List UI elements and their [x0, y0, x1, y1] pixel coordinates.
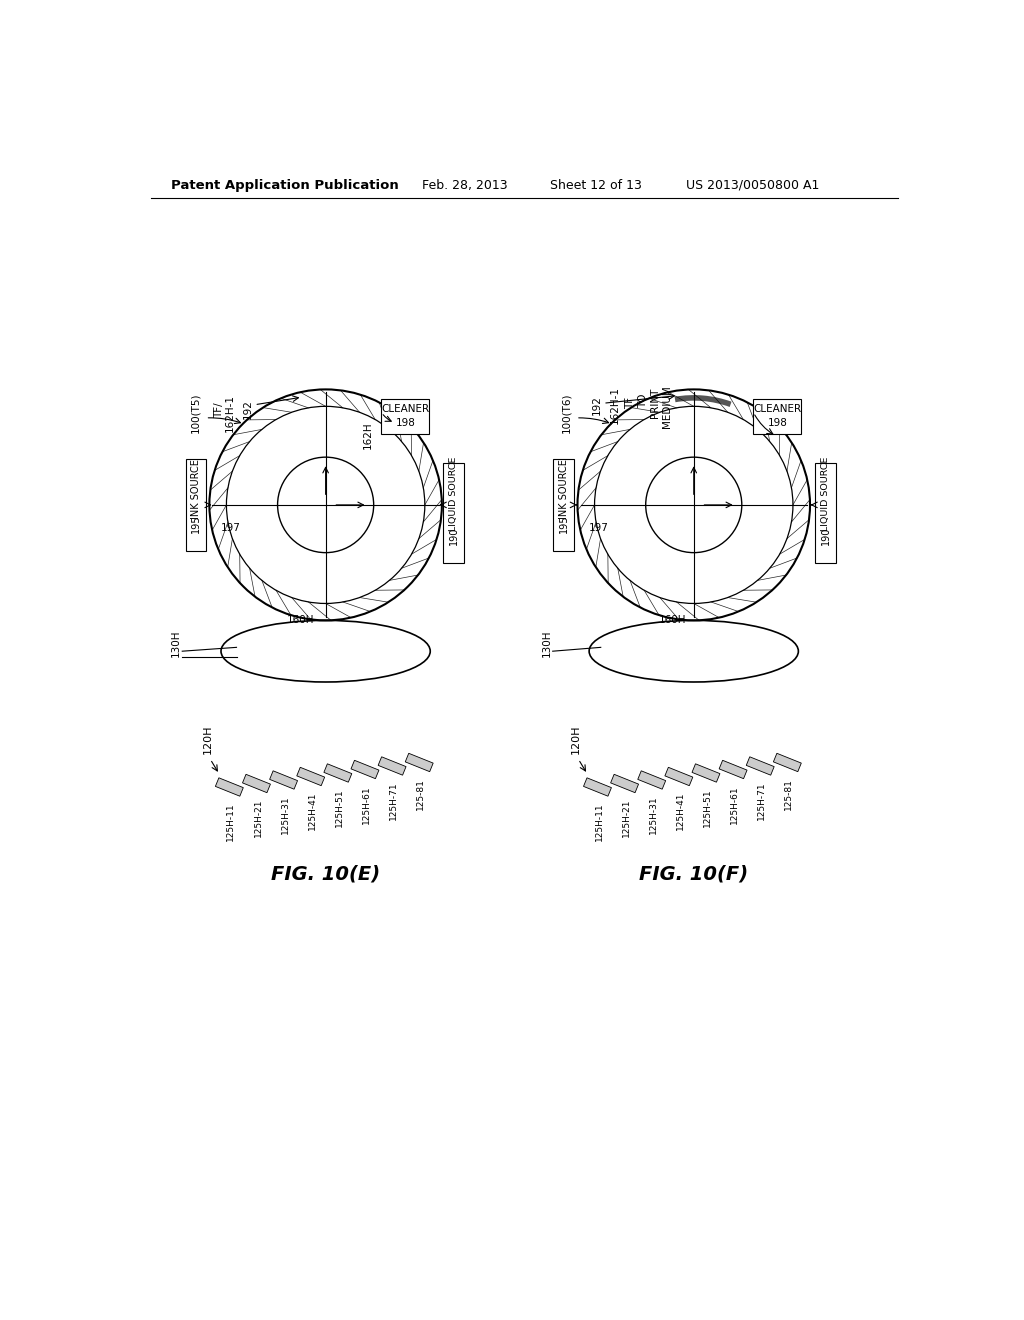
- Text: INK SOURCE: INK SOURCE: [558, 459, 568, 520]
- Text: 125H-61: 125H-61: [730, 785, 739, 824]
- Polygon shape: [773, 754, 802, 772]
- Polygon shape: [351, 760, 379, 779]
- Text: MEDIUM: MEDIUM: [662, 385, 672, 428]
- Text: PRINT: PRINT: [650, 388, 660, 418]
- Text: 100(T5): 100(T5): [190, 392, 201, 433]
- Text: 195: 195: [191, 515, 201, 533]
- Polygon shape: [665, 767, 693, 785]
- Polygon shape: [297, 767, 325, 785]
- Text: 120H: 120H: [203, 725, 213, 755]
- Text: 192: 192: [243, 399, 253, 418]
- Polygon shape: [610, 775, 639, 793]
- Text: 198: 198: [768, 418, 787, 428]
- Text: 125H-41: 125H-41: [308, 792, 316, 830]
- Text: 125H-51: 125H-51: [335, 788, 344, 828]
- Text: 125H-71: 125H-71: [389, 781, 398, 820]
- Text: 162H: 162H: [364, 422, 374, 449]
- Text: TO: TO: [638, 393, 648, 408]
- Text: Patent Application Publication: Patent Application Publication: [171, 178, 398, 191]
- Text: 162H-1: 162H-1: [609, 385, 620, 424]
- Text: 125H-71: 125H-71: [758, 781, 766, 820]
- Polygon shape: [243, 775, 270, 793]
- Bar: [186, 459, 206, 552]
- Bar: [815, 462, 836, 562]
- Text: 160H: 160H: [658, 615, 686, 626]
- Text: 125H-31: 125H-31: [649, 796, 657, 834]
- Text: 130H: 130H: [542, 630, 552, 657]
- Text: 125H-31: 125H-31: [281, 796, 290, 834]
- Text: 125H-41: 125H-41: [676, 792, 685, 830]
- Text: 125H-51: 125H-51: [703, 788, 712, 828]
- Text: INK SOURCE: INK SOURCE: [191, 459, 201, 520]
- Text: 190: 190: [449, 527, 459, 545]
- Text: 197: 197: [589, 523, 609, 533]
- Polygon shape: [269, 771, 298, 789]
- Polygon shape: [719, 760, 748, 779]
- Polygon shape: [324, 764, 352, 783]
- Text: Feb. 28, 2013: Feb. 28, 2013: [423, 178, 508, 191]
- Text: LIQUID SOURCE: LIQUID SOURCE: [821, 457, 830, 531]
- Text: TF: TF: [626, 396, 635, 409]
- Text: 130H: 130H: [171, 630, 181, 657]
- Polygon shape: [746, 756, 774, 775]
- Text: 195: 195: [558, 515, 568, 533]
- Bar: [381, 399, 429, 434]
- Text: 125H-11: 125H-11: [595, 803, 603, 841]
- Polygon shape: [638, 771, 666, 789]
- Text: 125H-11: 125H-11: [226, 803, 236, 841]
- Text: 125H-61: 125H-61: [362, 785, 371, 824]
- Bar: [754, 399, 802, 434]
- Text: US 2013/0050800 A1: US 2013/0050800 A1: [686, 178, 819, 191]
- Text: TF/: TF/: [214, 403, 224, 418]
- Text: 198: 198: [395, 418, 416, 428]
- Bar: [554, 459, 573, 552]
- Text: 100(T6): 100(T6): [561, 392, 570, 433]
- Polygon shape: [215, 777, 244, 796]
- Text: Sheet 12 of 13: Sheet 12 of 13: [550, 178, 642, 191]
- Text: FIG. 10(E): FIG. 10(E): [271, 865, 380, 884]
- Text: 125H-21: 125H-21: [622, 799, 631, 837]
- Polygon shape: [378, 756, 407, 775]
- Text: CLEANER: CLEANER: [381, 404, 429, 414]
- Text: CLEANER: CLEANER: [754, 404, 802, 414]
- Bar: [443, 462, 464, 562]
- Text: 190: 190: [820, 527, 830, 545]
- Text: 125H-21: 125H-21: [254, 799, 262, 837]
- Text: FIG. 10(F): FIG. 10(F): [639, 865, 749, 884]
- Text: LIQUID SOURCE: LIQUID SOURCE: [449, 457, 458, 531]
- Text: 160H: 160H: [287, 615, 314, 626]
- Text: 192: 192: [592, 395, 602, 414]
- Text: 197: 197: [221, 523, 241, 533]
- Polygon shape: [406, 754, 433, 772]
- Text: 162H-1: 162H-1: [225, 393, 236, 432]
- Text: 125-81: 125-81: [784, 777, 794, 809]
- Text: 120H: 120H: [571, 725, 582, 755]
- Text: 125-81: 125-81: [417, 777, 425, 809]
- Polygon shape: [692, 764, 720, 783]
- Polygon shape: [584, 777, 611, 796]
